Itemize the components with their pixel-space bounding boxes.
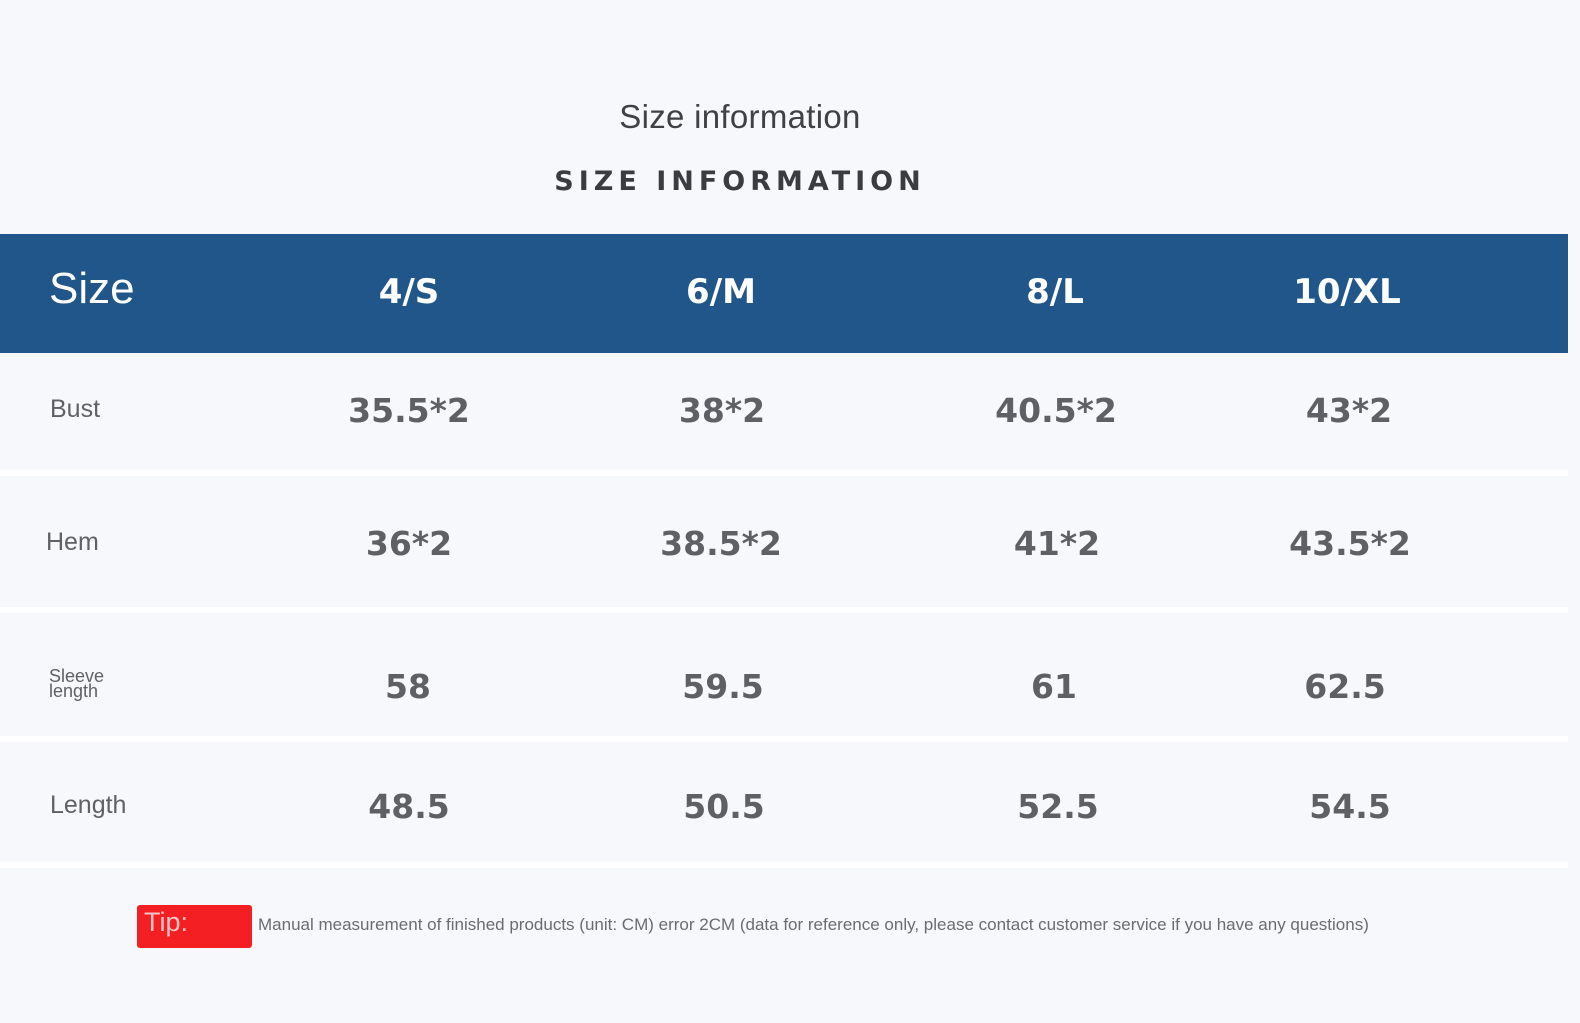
table-row-hem: Hem 36*2 38.5*2 41*2 43.5*2: [0, 476, 1568, 607]
table-row-length: Length 48.5 50.5 52.5 54.5: [0, 742, 1568, 862]
tip-label: Tip:: [144, 907, 189, 937]
table-row-sleeve-length: Sleeve length 58 59.5 61 62.5: [0, 613, 1568, 736]
bust-value-m: 38*2: [678, 391, 766, 430]
row-divider: [0, 607, 1568, 613]
sleeve-value-s: 58: [385, 667, 431, 706]
row-divider: [0, 736, 1568, 742]
hem-value-m: 38.5*2: [660, 524, 782, 563]
row-label-sleeve-length: Sleeve length: [49, 666, 105, 701]
sleeve-value-m: 59.5: [682, 667, 764, 706]
row-label-bust: Bust: [50, 395, 101, 423]
tip-text: Manual measurement of finished products …: [258, 915, 1369, 934]
hem-value-xl: 43.5*2: [1289, 524, 1411, 563]
page-subtitle: SIZE INFORMATION: [554, 166, 926, 197]
bust-value-xl: 43*2: [1305, 391, 1393, 430]
row-label-length: Length: [50, 791, 127, 819]
size-header-l: 8/L: [1026, 272, 1084, 312]
row-label-hem: Hem: [46, 528, 99, 556]
table-row-bust: Bust 35.5*2 38*2 40.5*2 43*2: [0, 353, 1568, 470]
size-header-row: Size 4/S 6/M 8/L 10/XL: [0, 234, 1568, 353]
size-header-xl: 10/XL: [1293, 272, 1401, 312]
sleeve-value-xl: 62.5: [1304, 667, 1386, 706]
length-value-xl: 54.5: [1309, 787, 1391, 826]
page-title: Size information: [619, 98, 861, 135]
size-column-header: Size: [49, 264, 135, 313]
hem-value-l: 41*2: [1013, 524, 1101, 563]
bust-value-s: 35.5*2: [348, 391, 470, 430]
length-value-s: 48.5: [368, 787, 450, 826]
row-divider: [0, 470, 1568, 476]
row-divider: [0, 862, 1568, 868]
sleeve-value-l: 61: [1031, 667, 1077, 706]
length-value-m: 50.5: [683, 787, 765, 826]
length-value-l: 52.5: [1017, 787, 1099, 826]
hem-value-s: 36*2: [365, 524, 453, 563]
bust-value-l: 40.5*2: [995, 391, 1117, 430]
size-header-s: 4/S: [378, 272, 440, 312]
size-header-m: 6/M: [686, 272, 756, 312]
tip-badge: Tip:: [137, 905, 252, 948]
